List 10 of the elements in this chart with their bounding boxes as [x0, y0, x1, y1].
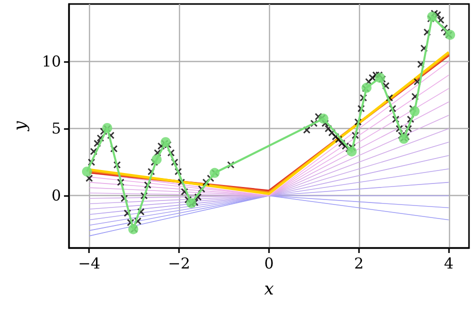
x-axis-title: x — [264, 280, 274, 300]
y-tick-label: 10 — [42, 52, 61, 71]
y-tick-label: 5 — [51, 120, 61, 138]
x-tick-label: −4 — [78, 254, 100, 272]
x-tick-label: 4 — [444, 254, 454, 272]
x-tick-label: 0 — [264, 254, 274, 272]
y-tick-label: 0 — [51, 186, 61, 205]
y-axis-title: y — [10, 120, 30, 132]
x-tick-label: 2 — [354, 254, 364, 272]
x-tick-label: −2 — [168, 254, 190, 272]
